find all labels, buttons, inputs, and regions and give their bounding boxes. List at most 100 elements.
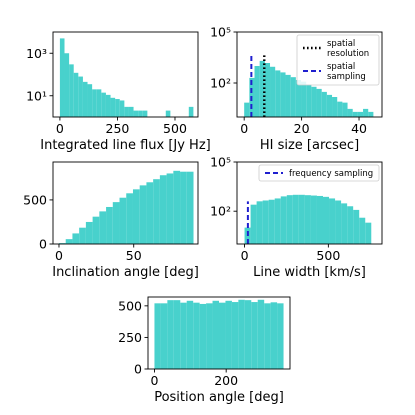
y-tick-label: 10⁵ — [210, 25, 231, 40]
bar — [311, 86, 317, 117]
bar — [251, 302, 258, 369]
x-axis-label: HI size [arcsec] — [260, 138, 359, 153]
legend-label: frequency sampling — [289, 169, 373, 179]
bar — [292, 194, 299, 244]
y-tick-label: 500 — [118, 298, 142, 313]
axes-frame — [52, 31, 199, 118]
bar — [112, 202, 120, 244]
bar — [199, 303, 207, 369]
x-tick-label: 0 — [150, 373, 158, 388]
bar — [290, 77, 296, 117]
axes-frame — [147, 296, 291, 370]
bar — [96, 89, 102, 117]
panel-hi-size: 0 20 40 10² 10⁵ HI size [arcsec] spatialresolu… — [210, 25, 383, 153]
bar — [139, 185, 147, 244]
bar — [146, 182, 154, 244]
bar — [85, 221, 93, 244]
x-tick-label: 40 — [351, 121, 367, 136]
bar — [268, 199, 275, 244]
bar — [101, 92, 106, 117]
bar — [132, 189, 140, 244]
bar — [92, 216, 100, 244]
panel-line-flux: 0 250 500 10¹ 10³ Integrated line flux [Jy Hz… — [26, 31, 211, 153]
bar — [142, 110, 148, 117]
bar — [316, 88, 322, 117]
bar — [275, 70, 281, 117]
bar — [347, 206, 354, 244]
bar — [119, 100, 125, 117]
bar — [180, 171, 187, 244]
bar — [153, 179, 160, 244]
y-tick-label: 500 — [23, 192, 47, 207]
axes-frame — [52, 161, 199, 245]
bar — [368, 111, 374, 117]
bar — [128, 106, 134, 117]
bar — [82, 81, 88, 117]
bar — [59, 38, 65, 117]
bar — [119, 197, 127, 244]
bar — [332, 97, 338, 117]
x-axis-label: Line width [km/s] — [253, 265, 366, 280]
bar — [166, 173, 174, 244]
legend-label: resolution — [327, 49, 369, 59]
bar — [270, 66, 276, 117]
bar — [115, 99, 120, 117]
bar — [342, 102, 348, 117]
bar — [154, 303, 161, 369]
bar — [69, 64, 74, 117]
bar — [105, 94, 111, 117]
x-tick-label: 20 — [294, 121, 310, 136]
bar — [280, 196, 287, 244]
bar — [231, 302, 239, 369]
x-tick-label: 500 — [163, 121, 187, 136]
bar — [359, 217, 366, 244]
legend-label: spatial — [327, 39, 355, 49]
bar — [87, 84, 93, 117]
y-tick-label: 250 — [118, 330, 142, 345]
bar — [274, 198, 281, 244]
y-tick-label: 10³ — [26, 46, 47, 61]
bar — [270, 302, 278, 369]
x-tick-label: 0 — [56, 121, 64, 136]
axes-frame — [236, 31, 383, 118]
y-tick-label: 0 — [134, 362, 142, 377]
bar — [337, 101, 343, 117]
bar — [365, 222, 372, 244]
bar — [180, 302, 187, 369]
bar — [257, 299, 265, 369]
x-tick-label: 500 — [316, 248, 340, 263]
bar — [110, 97, 116, 117]
bar — [322, 196, 330, 244]
y-tick-label: 10² — [210, 76, 231, 91]
bar — [280, 72, 286, 117]
bar — [250, 204, 257, 244]
bar — [347, 108, 353, 117]
bar — [186, 300, 194, 369]
bar — [286, 195, 293, 244]
y-tick-label: 10⁵ — [210, 155, 231, 170]
x-axis-label: Inclination angle [deg] — [52, 265, 199, 280]
bar — [206, 303, 213, 369]
x-tick-label: 200 — [214, 373, 238, 388]
bar — [329, 198, 336, 244]
x-tick-label: 0 — [240, 121, 248, 136]
bar — [193, 302, 200, 369]
bar — [79, 227, 86, 244]
bar — [99, 211, 107, 244]
bar — [357, 111, 364, 117]
bar — [264, 63, 271, 117]
panel-position-angle: 0 200 0 250 500 Position angle [deg] — [118, 296, 291, 405]
y-tick-label: 10² — [210, 204, 231, 219]
y-tick-label: 0 — [39, 237, 47, 252]
bar — [321, 91, 327, 117]
bar — [167, 300, 174, 369]
bar — [341, 203, 348, 244]
bar — [353, 209, 360, 244]
bar — [254, 66, 260, 117]
bar — [264, 303, 271, 369]
bar — [92, 89, 97, 117]
bar — [78, 76, 83, 117]
bar — [138, 110, 143, 117]
x-axis-label: Integrated line flux [Jy Hz] — [40, 138, 210, 153]
